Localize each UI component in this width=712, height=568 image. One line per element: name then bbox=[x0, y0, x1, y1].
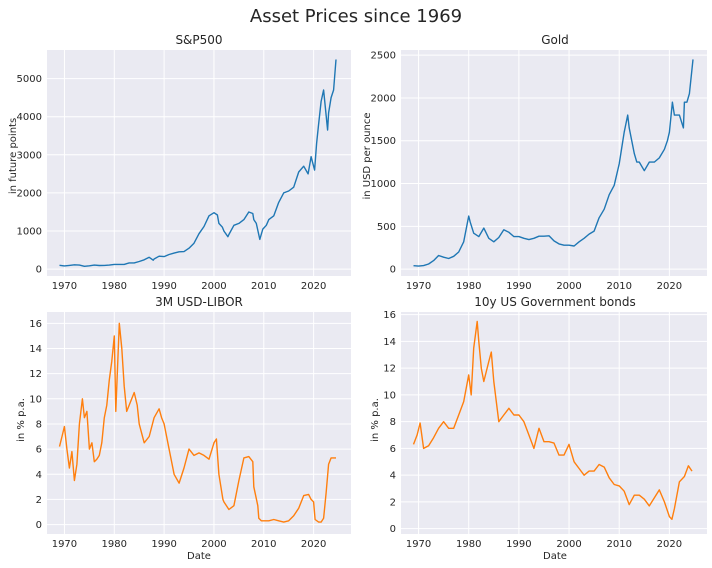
y-axis-label: in USD per ounce bbox=[362, 112, 373, 199]
x-tick-label: 2020 bbox=[301, 281, 326, 292]
y-tick-label: 0 bbox=[36, 520, 42, 531]
plot-area: 1970 1980 1990 2000 2010 2020 0 500 1000 1500 2000… bbox=[371, 50, 707, 292]
plot-area: 1970 1980 1990 2000 2010 2020 0 1000 2000 3000 400… bbox=[17, 50, 351, 292]
x-tick-label: 1970 bbox=[406, 539, 431, 550]
panel-title: Gold bbox=[541, 33, 569, 47]
plot-background bbox=[47, 312, 351, 534]
series-line bbox=[58, 322, 336, 523]
y-tick-label: 10 bbox=[29, 394, 42, 405]
y-tick-label: 4000 bbox=[17, 112, 42, 123]
panel-title: 3M USD-LIBOR bbox=[155, 295, 243, 309]
x-tick-label: 1990 bbox=[151, 281, 176, 292]
plot-background bbox=[401, 312, 707, 534]
x-tick-label: 1970 bbox=[52, 539, 77, 550]
x-tick-label: 2020 bbox=[657, 539, 682, 550]
y-tick-label: 12 bbox=[383, 364, 396, 375]
y-tick-label: 4 bbox=[36, 470, 42, 481]
x-tick-label: 1990 bbox=[506, 539, 531, 550]
y-tick-label: 16 bbox=[383, 310, 396, 321]
x-tick-label: 1990 bbox=[506, 281, 531, 292]
x-tick-label: 1980 bbox=[102, 539, 127, 550]
y-tick-label: 0 bbox=[390, 524, 396, 535]
x-tick-label: 2000 bbox=[201, 539, 226, 550]
y-tick-label: 1500 bbox=[371, 136, 396, 147]
x-tick-label: 1990 bbox=[151, 539, 176, 550]
y-tick-label: 14 bbox=[29, 344, 42, 355]
y-tick-label: 0 bbox=[36, 265, 42, 276]
y-tick-label: 14 bbox=[383, 337, 396, 348]
y-tick-label: 6 bbox=[36, 445, 42, 456]
x-tick-label: 2000 bbox=[201, 281, 226, 292]
x-tick-label: 2010 bbox=[606, 539, 631, 550]
x-tick-label: 2010 bbox=[251, 281, 276, 292]
y-tick-label: 5000 bbox=[17, 74, 42, 85]
y-tick-label: 6 bbox=[390, 444, 396, 455]
y-tick-label: 16 bbox=[29, 319, 42, 330]
y-tick-label: 8 bbox=[390, 417, 396, 428]
x-tick-label: 2010 bbox=[606, 281, 631, 292]
series-line bbox=[412, 320, 693, 520]
x-axis-label: Date bbox=[187, 551, 211, 562]
x-tick-label: 2000 bbox=[556, 539, 581, 550]
panel-us10y: 10y US Government bonds in % p.a. Date 1… bbox=[370, 295, 707, 562]
y-axis-label: in % p.a. bbox=[370, 398, 381, 442]
panel-sp500: S&P500 in future points 1970 1980 1990 2000… bbox=[8, 33, 351, 292]
x-tick-label: 1980 bbox=[102, 281, 127, 292]
plot-area: 1970 1980 1990 2000 2010 2020 0 2 4 6 8 10 12 14 16 bbox=[29, 312, 351, 550]
panel-title: 10y US Government bonds bbox=[474, 295, 635, 309]
y-tick-label: 2 bbox=[36, 495, 42, 506]
x-tick-label: 1970 bbox=[52, 281, 77, 292]
panel-libor: 3M USD-LIBOR in % p.a. Date 1970 1980 1990… bbox=[16, 295, 351, 562]
plot-area: 1970 1980 1990 2000 2010 2020 0 2 4 6 8 10 12 14 16 bbox=[383, 310, 707, 550]
y-tick-label: 8 bbox=[36, 419, 42, 430]
x-axis-label: Date bbox=[543, 551, 567, 562]
series-line bbox=[413, 59, 694, 267]
y-tick-label: 4 bbox=[390, 471, 396, 482]
x-tick-label: 2010 bbox=[251, 539, 276, 550]
y-tick-label: 1000 bbox=[17, 227, 42, 238]
x-tick-label: 1970 bbox=[406, 281, 431, 292]
y-tick-label: 500 bbox=[377, 222, 396, 233]
y-tick-label: 0 bbox=[390, 265, 396, 276]
y-tick-label: 1000 bbox=[371, 179, 396, 190]
series-line bbox=[59, 59, 337, 267]
figure-title: Asset Prices since 1969 bbox=[250, 6, 462, 27]
x-tick-label: 2000 bbox=[556, 281, 581, 292]
plot-background bbox=[47, 50, 351, 276]
y-tick-label: 10 bbox=[383, 390, 396, 401]
y-tick-label: 2000 bbox=[17, 188, 42, 199]
panel-title: S&P500 bbox=[175, 33, 222, 47]
x-tick-label: 2020 bbox=[657, 281, 682, 292]
x-tick-label: 1980 bbox=[456, 539, 481, 550]
y-tick-label: 3000 bbox=[17, 150, 42, 161]
y-tick-label: 2500 bbox=[371, 51, 396, 62]
y-tick-label: 12 bbox=[29, 369, 42, 380]
y-tick-label: 2 bbox=[390, 497, 396, 508]
plot-background bbox=[401, 50, 707, 276]
panel-gold: Gold in USD per ounce 1970 1980 1990 2000 20… bbox=[362, 33, 707, 292]
y-axis-label: in % p.a. bbox=[16, 398, 27, 442]
x-tick-label: 1980 bbox=[456, 281, 481, 292]
y-tick-label: 2000 bbox=[371, 93, 396, 104]
x-tick-label: 2020 bbox=[301, 539, 326, 550]
y-axis-label: in future points bbox=[8, 118, 19, 194]
